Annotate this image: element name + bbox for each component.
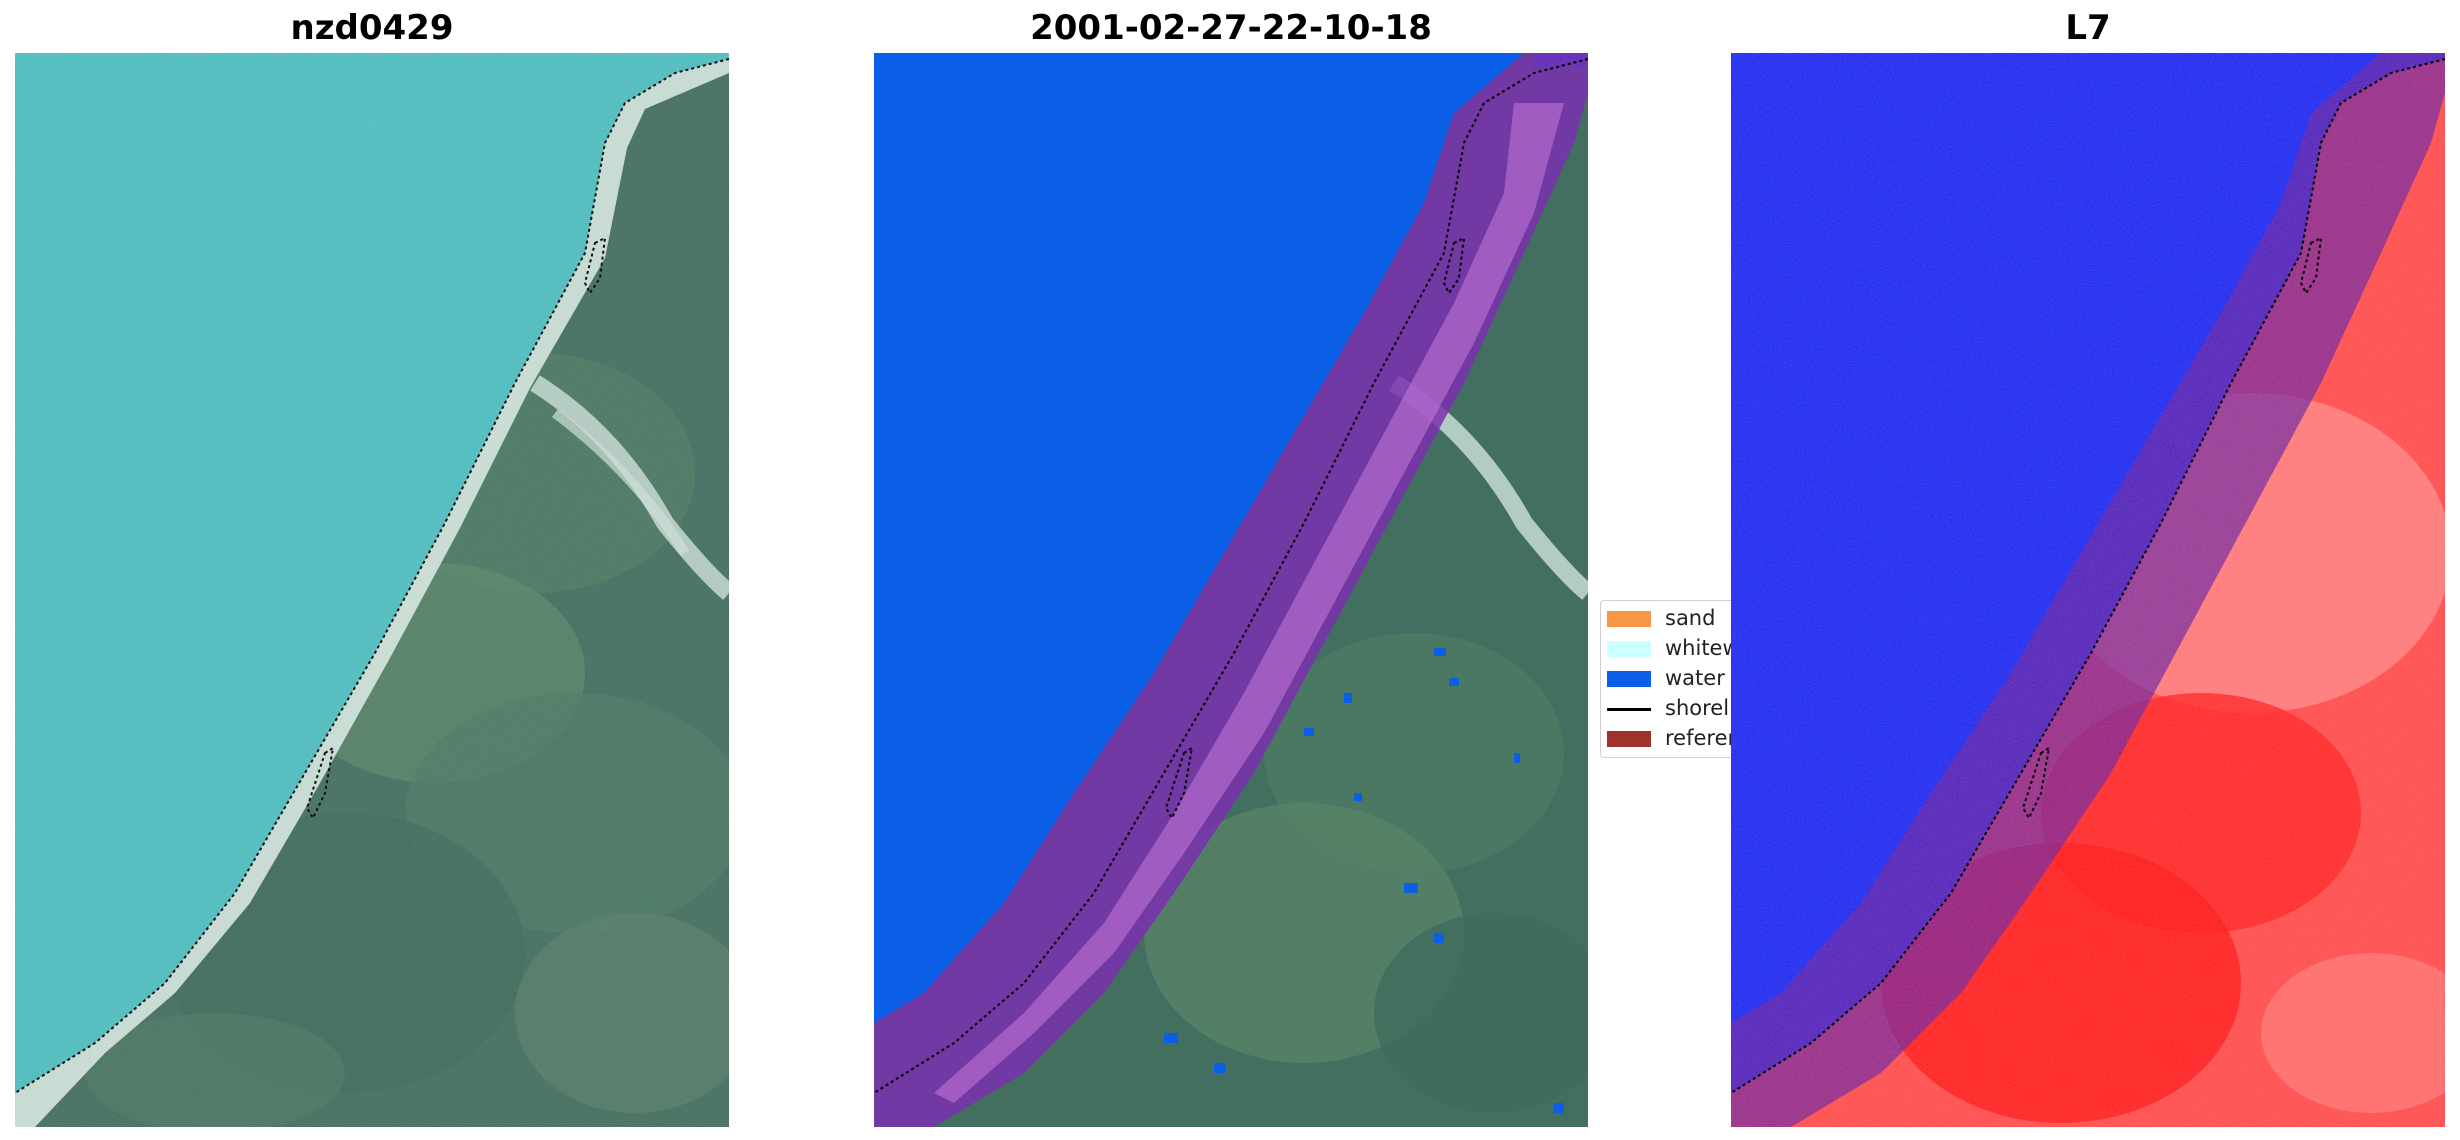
panel-title-classification: 2001-02-27-22-10-18 bbox=[1030, 8, 1432, 48]
legend-item-reference: referen bbox=[1601, 723, 1734, 753]
classification-panel bbox=[874, 53, 1588, 1127]
legend-label: whitew bbox=[1665, 636, 1734, 660]
imagery-panel bbox=[15, 53, 729, 1127]
index-panel bbox=[1731, 53, 2445, 1127]
legend-label: shorel bbox=[1665, 696, 1730, 720]
water-class bbox=[874, 53, 1524, 1023]
shoreline bbox=[15, 58, 729, 1094]
legend: sand whitew water shorel referen bbox=[1600, 600, 1734, 758]
legend-item-shoreline: shorel bbox=[1601, 693, 1733, 723]
reference-swatch bbox=[1607, 731, 1651, 747]
legend-item-water: water bbox=[1601, 663, 1733, 693]
panel-title-index: L7 bbox=[2065, 8, 2111, 48]
reference-buffer bbox=[874, 53, 1588, 1127]
sand-swatch bbox=[1607, 611, 1651, 627]
legend-item-whitewater: whitew bbox=[1601, 633, 1734, 663]
shoreline-line bbox=[1607, 708, 1651, 711]
legend-label: referen bbox=[1665, 726, 1734, 750]
ocean-area bbox=[15, 53, 729, 1093]
water-swatch bbox=[1607, 671, 1651, 687]
whitewater-swatch bbox=[1607, 641, 1651, 657]
legend-label: sand bbox=[1665, 606, 1716, 630]
panel-title-imagery: nzd0429 bbox=[290, 8, 454, 48]
legend-item-sand: sand bbox=[1601, 603, 1733, 633]
legend-label: water bbox=[1665, 666, 1725, 690]
